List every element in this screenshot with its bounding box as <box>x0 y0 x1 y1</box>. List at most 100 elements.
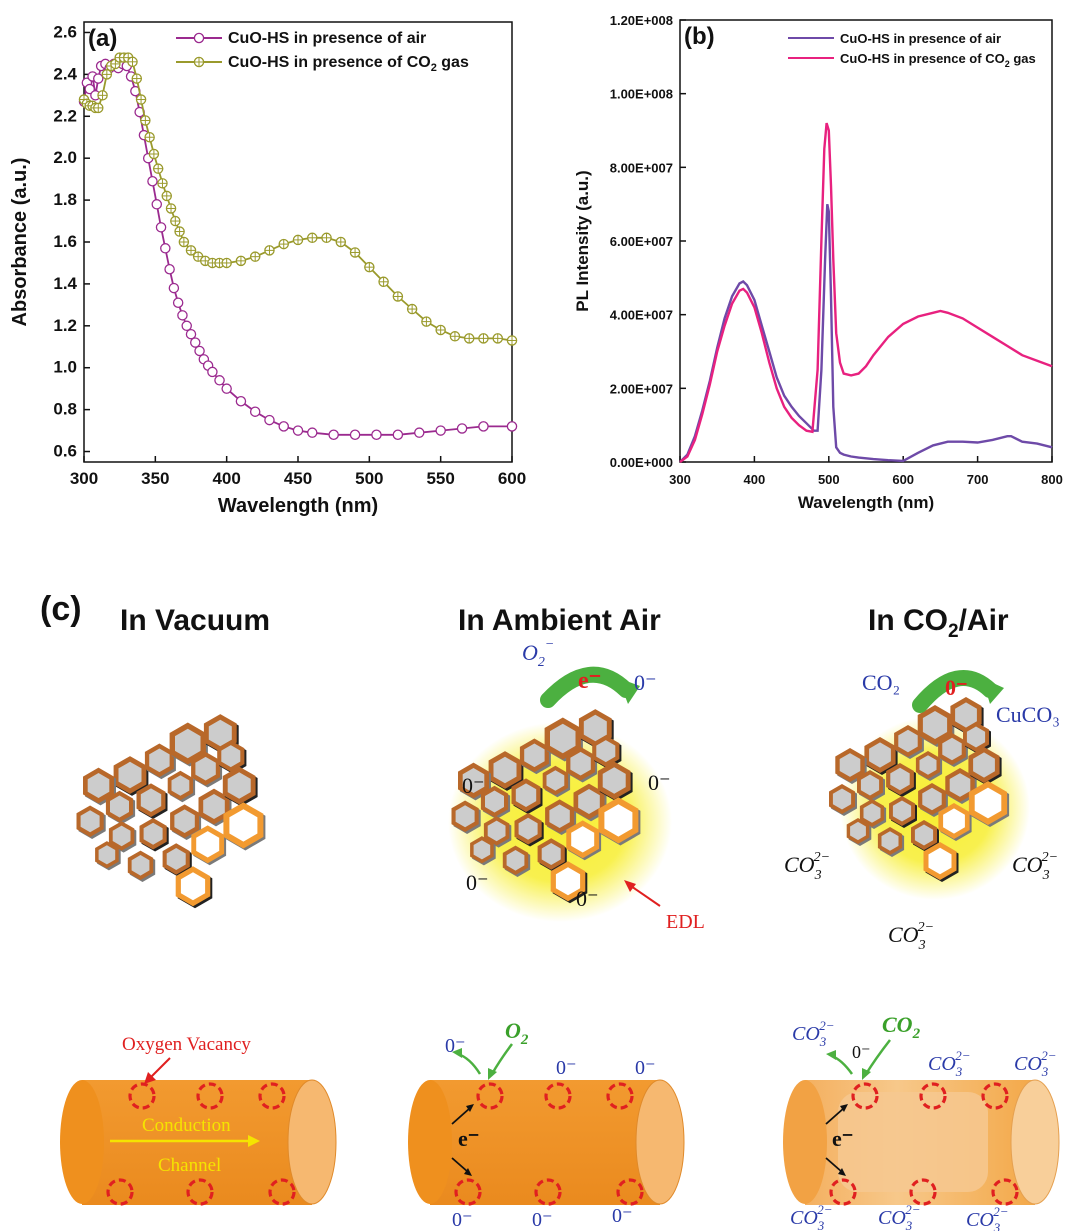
co2-o-arrowhead-out <box>826 1050 836 1060</box>
data-point <box>278 421 289 432</box>
particle-core <box>195 756 216 781</box>
data-point <box>414 427 425 438</box>
label-o-minus-tube-2: 0⁻ <box>556 1057 577 1079</box>
panel-label: (a) <box>88 25 117 52</box>
series-line <box>679 203 1053 463</box>
y-axis-label: PL Intensity (a.u.) <box>573 170 592 311</box>
particle-core <box>839 753 861 777</box>
data-point <box>328 429 339 441</box>
oxygen-vacancy <box>544 1082 572 1110</box>
label-co3-tube-5: CO32− <box>878 1202 921 1231</box>
particle-core <box>473 840 491 860</box>
legend-label: CuO-HS in presence of CO2 gas <box>840 51 1036 69</box>
legend-marker <box>193 32 205 44</box>
x-tick-label: 450 <box>284 469 312 488</box>
particle-core <box>524 743 545 768</box>
label-o-minus-tube-3: 0⁻ <box>635 1057 656 1079</box>
data-point <box>155 222 167 233</box>
y-tick-label: 2.2 <box>53 106 77 125</box>
particle-core <box>578 789 600 814</box>
label-co3-left: CO32− <box>784 850 830 883</box>
particle-core <box>175 728 201 759</box>
green-arrowhead-co2 <box>982 678 1004 704</box>
particle-core <box>227 772 251 799</box>
data-point <box>214 375 225 386</box>
label-o-minus-tube-1: 0⁻ <box>445 1035 466 1057</box>
particle-core <box>166 848 186 870</box>
oxygen-vacancies <box>106 1082 1019 1206</box>
o-minus-arrowhead-out <box>452 1048 462 1058</box>
y-tick-label: 1.8 <box>53 190 77 209</box>
particle-core <box>462 768 485 793</box>
oxygen-vacancy <box>829 1178 857 1206</box>
particle-core <box>860 774 880 796</box>
particle-core <box>80 810 100 833</box>
data-point <box>506 421 518 432</box>
particle-core <box>973 752 995 778</box>
data-point <box>371 429 382 441</box>
y-tick-label: 1.00E+008 <box>610 87 673 102</box>
y-tick-label: 4.00E+007 <box>610 308 673 323</box>
x-tick-label: 500 <box>355 469 383 488</box>
particle-core <box>208 719 232 747</box>
edl-arrowhead <box>624 880 636 892</box>
y-tick-label: 0.8 <box>53 400 77 419</box>
particle-core <box>196 831 220 858</box>
title-co2-air: In CO2/Air <box>868 604 1009 642</box>
y-tick-label: 0.00E+000 <box>610 455 673 470</box>
vacancy-pointer-head <box>144 1072 156 1084</box>
x-tick-label: 600 <box>892 472 914 487</box>
particle-core <box>832 788 852 810</box>
data-point <box>172 297 184 309</box>
data-point <box>392 429 404 441</box>
particle-core <box>143 822 163 845</box>
y-tick-label: 8.00E+007 <box>610 160 673 175</box>
data-point <box>292 425 304 436</box>
label-co2-tube: CO2 <box>882 1012 921 1042</box>
data-point <box>307 427 318 438</box>
x-tick-label: 800 <box>1041 472 1063 487</box>
x-axis-label: Wavelength (nm) <box>218 495 378 517</box>
particle-core <box>602 767 626 794</box>
oxygen-vacancy <box>476 1082 504 1110</box>
oxygen-vacancy <box>186 1178 214 1206</box>
o2-arrowhead-in <box>488 1068 497 1080</box>
particle-core <box>112 825 131 847</box>
particle-core <box>455 805 475 828</box>
electron-arrow-down-co2 <box>825 1157 843 1173</box>
oxygen-vacancy <box>106 1178 134 1206</box>
electron-arrow-down-air <box>451 1157 469 1173</box>
green-arrowhead-air <box>618 678 640 704</box>
oxygen-vacancy <box>454 1178 482 1206</box>
y-tick-label: 1.6 <box>53 232 77 251</box>
data-point <box>181 320 192 332</box>
label-o-minus-air-bottom: 0⁻ <box>576 886 599 911</box>
data-point <box>478 421 489 432</box>
particle-core <box>518 817 538 840</box>
oxygen-vacancy <box>909 1178 937 1206</box>
conduction-arrowhead <box>248 1135 260 1147</box>
particle-core <box>955 702 977 728</box>
particle-core <box>110 795 129 818</box>
particle-core <box>890 767 910 791</box>
particle-core <box>493 756 517 784</box>
particle-core <box>171 775 190 796</box>
cluster-ambient-air <box>451 709 641 904</box>
tube-co2 <box>783 1079 1060 1205</box>
particle-core <box>892 800 912 822</box>
particle-core <box>555 867 581 896</box>
particle-core <box>583 714 607 742</box>
label-electron-air: e⁻ <box>578 668 601 694</box>
oxygen-vacancy <box>991 1178 1019 1206</box>
data-point <box>456 423 468 434</box>
series-line <box>679 122 1053 463</box>
particle-core <box>541 843 561 865</box>
x-axis-label: Wavelength (nm) <box>798 493 934 512</box>
data-point <box>235 395 247 407</box>
legend-label: CuO-HS in presence of air <box>228 30 426 47</box>
particle-core <box>487 820 506 842</box>
label-conduction: Conduction <box>142 1115 231 1136</box>
data-point <box>190 337 201 348</box>
panel-label: (b) <box>684 23 715 50</box>
